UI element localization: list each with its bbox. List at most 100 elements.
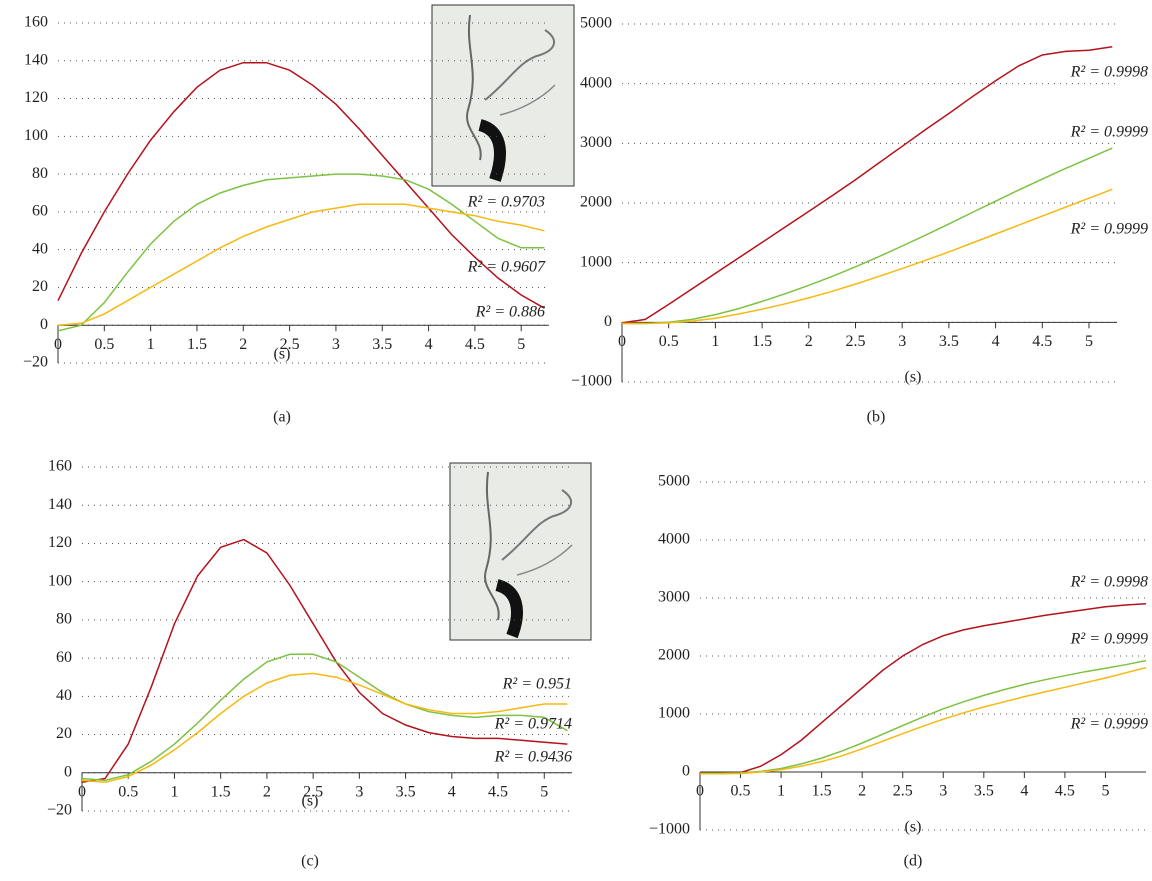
data-line xyxy=(81,672,568,784)
x-tick-label: 4.5 xyxy=(1055,783,1075,800)
x-tick-label: 1 xyxy=(777,783,785,800)
x-tick-label: 4 xyxy=(1020,783,1028,800)
y-tick-label: 40 xyxy=(32,240,48,257)
x-tick-label: 2 xyxy=(805,333,813,350)
y-tick-label: 60 xyxy=(32,203,48,220)
panel-label: (a) xyxy=(273,409,291,426)
y-tick-label: 4000 xyxy=(580,74,612,91)
fit-label: R² = 0.9998 xyxy=(1070,574,1148,591)
x-tick-label: 5 xyxy=(517,336,525,353)
y-tick-label: 1000 xyxy=(580,253,612,270)
data-line xyxy=(57,61,545,309)
x-tick-label: 2 xyxy=(239,336,247,353)
x-tick-label: 2 xyxy=(263,783,271,800)
y-tick-label: 0 xyxy=(604,313,612,330)
y-tick-label: −1000 xyxy=(649,821,690,838)
data-line xyxy=(700,603,1147,774)
y-tick-label: 0 xyxy=(40,316,48,333)
x-tick-label: 4.5 xyxy=(488,783,508,800)
fit-label: R² = 0.9607 xyxy=(467,259,546,276)
data-line xyxy=(621,45,1113,324)
y-tick-label: 5000 xyxy=(658,473,690,490)
fit-label: R² = 0.9436 xyxy=(494,749,572,766)
y-tick-label: 4000 xyxy=(658,531,690,548)
x-tick-label: 0.5 xyxy=(731,783,751,800)
y-tick-label: 20 xyxy=(56,725,72,742)
x-tick-label: 3 xyxy=(939,783,947,800)
x-axis-label: (s) xyxy=(302,793,319,810)
x-tick-label: 0 xyxy=(618,333,626,350)
x-tick-label: 2.5 xyxy=(845,333,865,350)
x-tick-label: 1.5 xyxy=(187,336,207,353)
x-tick-label: 5 xyxy=(1085,333,1093,350)
panel-label: (d) xyxy=(904,853,923,870)
y-tick-label: 0 xyxy=(64,763,72,780)
fit-label: R² = 0.9998 xyxy=(1070,64,1148,81)
x-tick-label: 0.5 xyxy=(94,336,114,353)
x-tick-label: 0 xyxy=(54,336,62,353)
y-tick-label: 40 xyxy=(56,687,72,704)
fit-label: R² = 0.9714 xyxy=(494,716,572,733)
fit-label: R² = 0.9999 xyxy=(1070,631,1148,648)
x-tick-label: 5 xyxy=(540,783,548,800)
x-tick-label: 4.5 xyxy=(465,336,485,353)
x-tick-label: 2 xyxy=(858,783,866,800)
x-tick-label: 4 xyxy=(425,336,433,353)
x-tick-label: 0.5 xyxy=(659,333,679,350)
fit-label: R² = 0.9703 xyxy=(467,194,545,211)
y-tick-label: 2000 xyxy=(580,194,612,211)
fit-label: R² = 0.951 xyxy=(502,676,572,693)
panel-label: (b) xyxy=(867,409,886,426)
y-tick-label: 1000 xyxy=(658,705,690,722)
x-tick-label: 0 xyxy=(78,783,86,800)
data-line xyxy=(622,147,1113,325)
y-tick-label: 160 xyxy=(48,458,72,475)
x-tick-label: 1 xyxy=(711,333,719,350)
data-line xyxy=(622,188,1113,325)
data-line xyxy=(700,666,1147,775)
y-tick-label: 120 xyxy=(48,534,72,551)
x-tick-label: 2.5 xyxy=(303,783,323,800)
x-tick-label: 4 xyxy=(992,333,1000,350)
y-tick-label: 120 xyxy=(24,89,48,106)
inset-image xyxy=(449,462,592,641)
y-tick-label: 140 xyxy=(24,51,48,68)
fit-label: R² = 0.9999 xyxy=(1070,221,1148,238)
y-tick-label: 0 xyxy=(682,763,690,780)
data-line xyxy=(57,173,545,332)
fit-label: R² = 0.886 xyxy=(475,304,545,321)
panel-label: (c) xyxy=(301,853,319,870)
y-tick-label: 80 xyxy=(56,611,72,628)
y-tick-label: 3000 xyxy=(580,134,612,151)
fit-label: R² = 0.9999 xyxy=(1070,716,1148,733)
x-tick-label: 1 xyxy=(147,336,155,353)
x-tick-label: 1 xyxy=(170,783,178,800)
x-tick-label: 2.5 xyxy=(280,336,300,353)
x-tick-label: 3 xyxy=(332,336,340,353)
x-axis-label: (s) xyxy=(905,819,922,836)
x-tick-label: 3.5 xyxy=(939,333,959,350)
y-tick-label: 5000 xyxy=(580,15,612,32)
x-tick-label: 3 xyxy=(898,333,906,350)
inset-image xyxy=(431,4,575,187)
x-tick-label: 4.5 xyxy=(1032,333,1052,350)
y-tick-label: 20 xyxy=(32,278,48,295)
y-tick-label: 140 xyxy=(48,496,72,513)
y-tick-label: 2000 xyxy=(658,647,690,664)
x-tick-label: 1.5 xyxy=(752,333,772,350)
y-tick-label: 100 xyxy=(48,572,72,589)
y-tick-label: 80 xyxy=(32,165,48,182)
data-line xyxy=(81,538,568,784)
x-tick-label: 3 xyxy=(355,783,363,800)
y-tick-label: 60 xyxy=(56,649,72,666)
data-line xyxy=(700,659,1147,774)
y-tick-label: −20 xyxy=(47,802,72,819)
x-tick-label: 5 xyxy=(1101,783,1109,800)
y-tick-label: 100 xyxy=(24,127,48,144)
y-tick-label: 3000 xyxy=(658,589,690,606)
x-tick-label: 0 xyxy=(696,783,704,800)
x-tick-label: 1.5 xyxy=(211,783,231,800)
x-tick-label: 4 xyxy=(448,783,456,800)
